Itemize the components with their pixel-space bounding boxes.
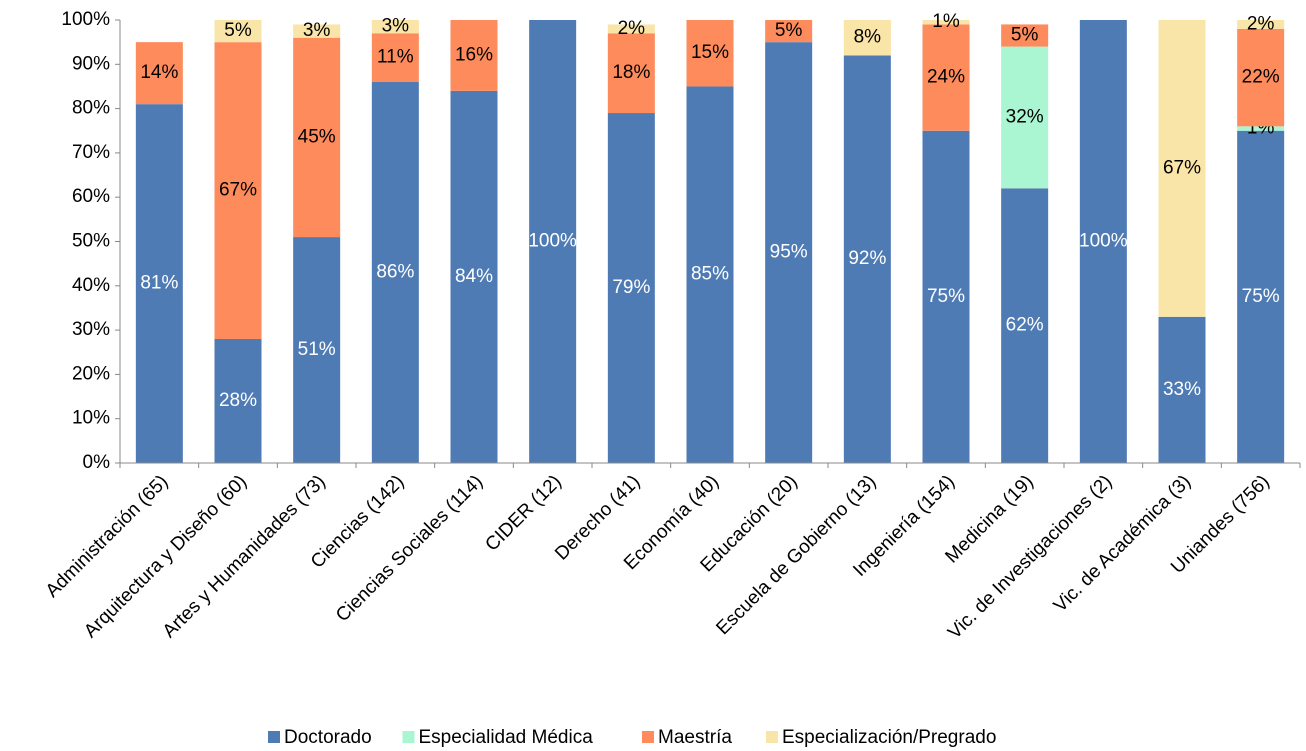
y-tick-label: 30% <box>72 319 110 340</box>
bar-segment <box>1158 316 1206 463</box>
x-tick-label: Escuela de Gobierno (13) <box>712 471 880 639</box>
bar-segment <box>1001 188 1049 463</box>
legend-swatch <box>268 731 280 743</box>
data-label: 14% <box>140 62 178 83</box>
data-label: 5% <box>224 20 252 41</box>
data-label: 3% <box>303 20 331 41</box>
bar-segment <box>607 33 655 114</box>
y-tick-label: 0% <box>83 452 111 473</box>
data-label: 100% <box>1079 231 1128 252</box>
bar-segment <box>1001 46 1049 189</box>
data-label: 28% <box>219 390 257 411</box>
y-tick-label: 20% <box>72 363 110 384</box>
data-label: 92% <box>848 248 886 269</box>
data-label: 1% <box>932 11 960 32</box>
data-label: 67% <box>1163 157 1201 178</box>
bar-segment <box>1158 20 1206 317</box>
x-tick-label: Artes y Humanidades (73) <box>159 471 330 642</box>
bar-segment <box>843 55 891 463</box>
bar-segment <box>922 130 970 463</box>
y-tick-label: 40% <box>72 275 110 296</box>
legend-swatch <box>642 731 654 743</box>
data-label: 5% <box>775 20 803 41</box>
bar-segment <box>1237 130 1285 463</box>
data-label: 79% <box>612 277 650 298</box>
bar-segment <box>1237 28 1285 127</box>
data-label: 62% <box>1006 315 1044 336</box>
data-label: 2% <box>1247 13 1275 34</box>
data-label: 100% <box>528 231 577 252</box>
data-label: 2% <box>618 18 646 39</box>
data-label: 81% <box>140 273 178 294</box>
bar-segment <box>607 113 655 463</box>
bar-segment <box>529 20 577 463</box>
bar-segment <box>450 20 498 91</box>
data-label: 16% <box>455 44 493 65</box>
bar-segment <box>293 24 341 38</box>
data-label: 84% <box>455 266 493 287</box>
legend-label: Especialidad Médica <box>419 727 594 748</box>
data-label: 8% <box>854 27 882 48</box>
data-label: 75% <box>927 286 965 307</box>
bar-segment <box>293 37 341 238</box>
bar-segment <box>607 24 655 34</box>
bar-segment <box>214 338 262 463</box>
legend-swatch <box>402 731 415 743</box>
data-label: 24% <box>927 67 965 88</box>
data-label: 22% <box>1242 67 1280 88</box>
x-tick-label: CIDER (12) <box>481 471 565 555</box>
data-label: 45% <box>298 126 336 147</box>
data-label: 75% <box>1242 286 1280 307</box>
data-label: 18% <box>612 62 650 83</box>
data-label: 51% <box>298 339 336 360</box>
legend-label: Maestría <box>658 727 732 748</box>
bar-segment <box>450 90 498 463</box>
bar-segment <box>922 24 970 131</box>
data-label: 5% <box>1011 25 1039 46</box>
y-tick-label: 90% <box>72 53 110 74</box>
bar-segment <box>843 20 891 56</box>
bar-segment <box>765 20 813 43</box>
y-tick-label: 80% <box>72 98 110 119</box>
x-tick-label: Vic. de Investigaciones (2) <box>944 471 1116 643</box>
y-tick-label: 70% <box>72 142 110 163</box>
data-label: 85% <box>691 264 729 285</box>
data-label: 67% <box>219 180 257 201</box>
bar-segment <box>922 20 970 25</box>
y-tick-label: 50% <box>72 231 110 252</box>
y-tick-label: 100% <box>61 9 110 30</box>
bar-segment <box>135 42 183 105</box>
bar-segment <box>371 33 419 83</box>
bar-segment <box>1079 20 1127 463</box>
y-tick-label: 10% <box>72 408 110 429</box>
x-tick-label: Arquitectura y Diseño (60) <box>80 471 251 642</box>
bar-segment <box>214 20 262 43</box>
data-label: 86% <box>376 262 414 283</box>
data-label: 15% <box>691 42 729 63</box>
legend-swatch <box>766 731 778 743</box>
legend-label: Especialización/Pregrado <box>782 727 996 748</box>
data-label: 32% <box>1006 106 1044 127</box>
bar-segment <box>686 20 734 87</box>
bar-segment <box>1237 126 1285 131</box>
x-tick-label: Ciencias Sociales (114) <box>332 471 487 626</box>
bar-segment <box>371 82 419 464</box>
data-label: 11% <box>377 47 414 68</box>
x-tick-label: Vic. de Académica (3) <box>1050 471 1195 616</box>
bar-segment <box>214 42 262 339</box>
bar-segment <box>293 237 341 463</box>
bar-segment <box>686 86 734 463</box>
bar-segment <box>135 104 183 464</box>
bar-segment <box>1237 20 1285 29</box>
legend-label: Doctorado <box>284 727 372 748</box>
bar-segment <box>371 20 419 34</box>
y-tick-label: 60% <box>72 186 110 207</box>
data-label: 33% <box>1163 379 1201 400</box>
legend: Doctorado Especialidad Médica Maestría Espe… <box>268 727 996 748</box>
bar-segment <box>765 42 813 464</box>
bar-segment <box>1001 24 1049 47</box>
data-label: 3% <box>382 16 410 37</box>
data-label: 95% <box>770 242 808 263</box>
